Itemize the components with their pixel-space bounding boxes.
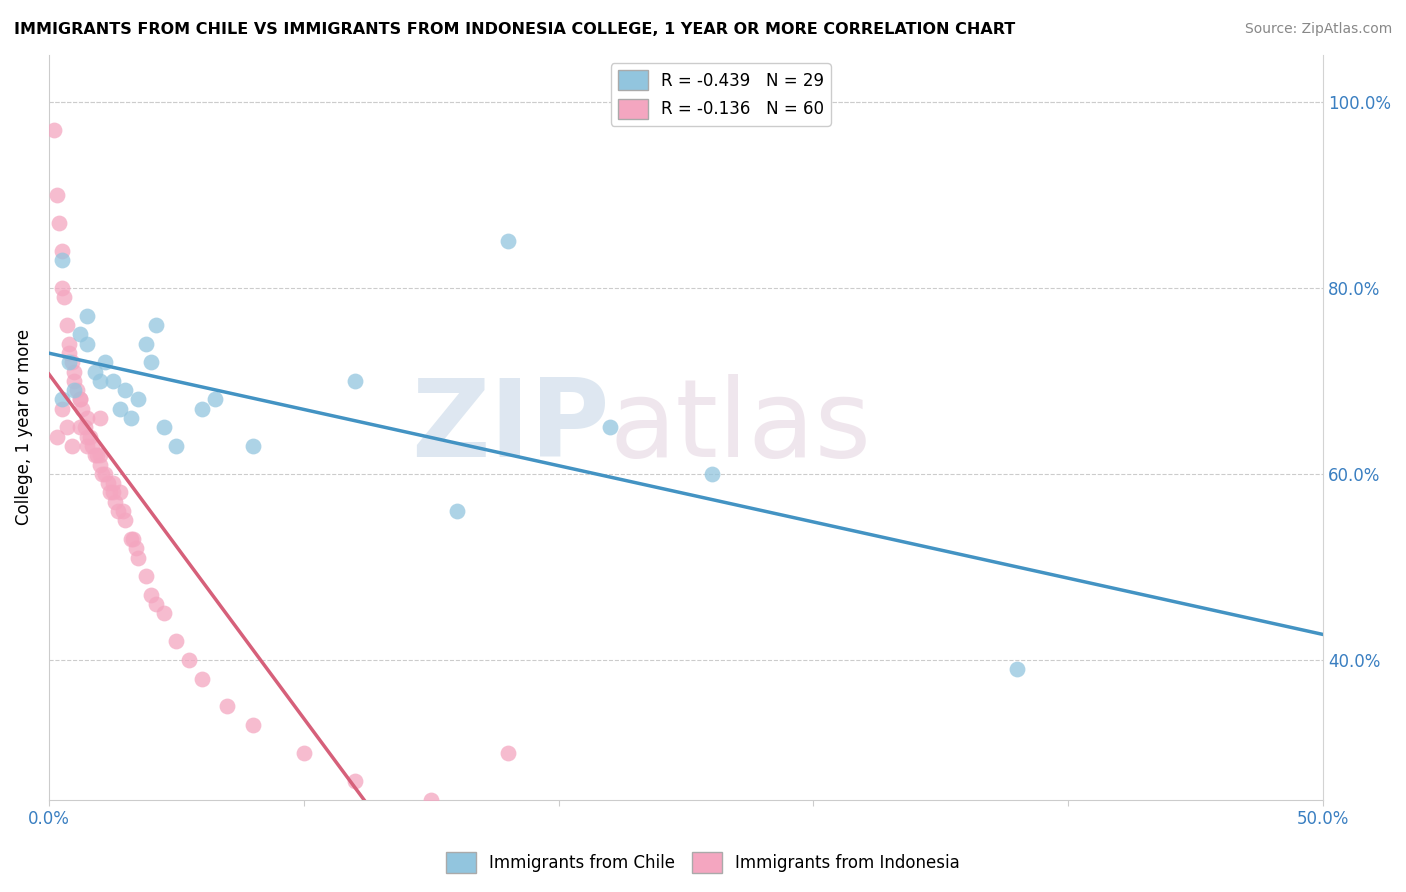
Point [58, 355, 80, 369]
Point [89, 458, 111, 472]
Point [69, 327, 91, 342]
Point [114, 513, 136, 527]
Point [91, 467, 114, 481]
Point [104, 495, 127, 509]
Point [700, 467, 723, 481]
Point [191, 401, 214, 416]
Point [204, 392, 226, 407]
Point [120, 411, 142, 425]
Point [127, 392, 149, 407]
Point [145, 597, 167, 611]
Point [73, 420, 96, 434]
Point [139, 588, 162, 602]
Point [124, 541, 146, 556]
Point [69, 392, 91, 407]
Point [76, 309, 98, 323]
Point [56, 318, 79, 332]
Point [107, 504, 129, 518]
Point [70, 401, 93, 416]
Point [242, 718, 264, 732]
Point [51, 281, 73, 295]
Point [292, 746, 315, 760]
Legend: R = -0.439   N = 29, R = -0.136   N = 60: R = -0.439 N = 29, R = -0.136 N = 60 [612, 63, 831, 126]
Point [191, 672, 214, 686]
Point [51, 252, 73, 267]
Y-axis label: College, 1 year or more: College, 1 year or more [15, 329, 32, 525]
Point [343, 374, 366, 388]
Point [101, 476, 124, 491]
Point [45, 430, 67, 444]
Point [120, 532, 142, 546]
Point [420, 792, 443, 806]
Point [110, 485, 132, 500]
Point [51, 392, 73, 407]
Point [63, 383, 86, 397]
Point [139, 355, 162, 369]
Point [135, 336, 157, 351]
Point [217, 699, 239, 714]
Point [94, 467, 117, 481]
Point [69, 392, 91, 407]
Text: ZIP: ZIP [411, 375, 610, 480]
Point [56, 420, 79, 434]
Point [127, 550, 149, 565]
Point [66, 383, 89, 397]
Point [152, 420, 174, 434]
Point [63, 364, 86, 378]
Point [42, 122, 65, 136]
Point [76, 336, 98, 351]
Point [145, 318, 167, 332]
Point [1007, 662, 1029, 676]
Point [122, 532, 145, 546]
Point [110, 401, 132, 416]
Point [97, 476, 120, 491]
Legend: Immigrants from Chile, Immigrants from Indonesia: Immigrants from Chile, Immigrants from I… [439, 846, 967, 880]
Point [101, 374, 124, 388]
Point [45, 187, 67, 202]
Point [599, 420, 621, 434]
Point [83, 364, 105, 378]
Point [58, 346, 80, 360]
Point [86, 448, 108, 462]
Point [83, 448, 105, 462]
Point [82, 439, 104, 453]
Point [76, 430, 98, 444]
Point [165, 439, 187, 453]
Point [76, 439, 98, 453]
Point [111, 504, 134, 518]
Point [58, 336, 80, 351]
Point [51, 401, 73, 416]
Point [165, 634, 187, 648]
Point [48, 216, 70, 230]
Point [152, 607, 174, 621]
Text: Source: ZipAtlas.com: Source: ZipAtlas.com [1244, 22, 1392, 37]
Point [53, 290, 76, 304]
Text: atlas: atlas [610, 375, 872, 480]
Point [60, 439, 83, 453]
Point [94, 355, 117, 369]
Point [101, 485, 124, 500]
Point [446, 504, 468, 518]
Point [89, 411, 111, 425]
Point [51, 244, 73, 258]
Point [79, 430, 101, 444]
Point [496, 234, 519, 248]
Text: IMMIGRANTS FROM CHILE VS IMMIGRANTS FROM INDONESIA COLLEGE, 1 YEAR OR MORE CORRE: IMMIGRANTS FROM CHILE VS IMMIGRANTS FROM… [14, 22, 1015, 37]
Point [114, 383, 136, 397]
Point [179, 653, 201, 667]
Point [89, 374, 111, 388]
Point [76, 411, 98, 425]
Point [98, 485, 121, 500]
Point [496, 746, 519, 760]
Point [63, 374, 86, 388]
Point [135, 569, 157, 583]
Point [69, 420, 91, 434]
Point [60, 355, 83, 369]
Point [89, 448, 111, 462]
Point [242, 439, 264, 453]
Point [343, 773, 366, 788]
